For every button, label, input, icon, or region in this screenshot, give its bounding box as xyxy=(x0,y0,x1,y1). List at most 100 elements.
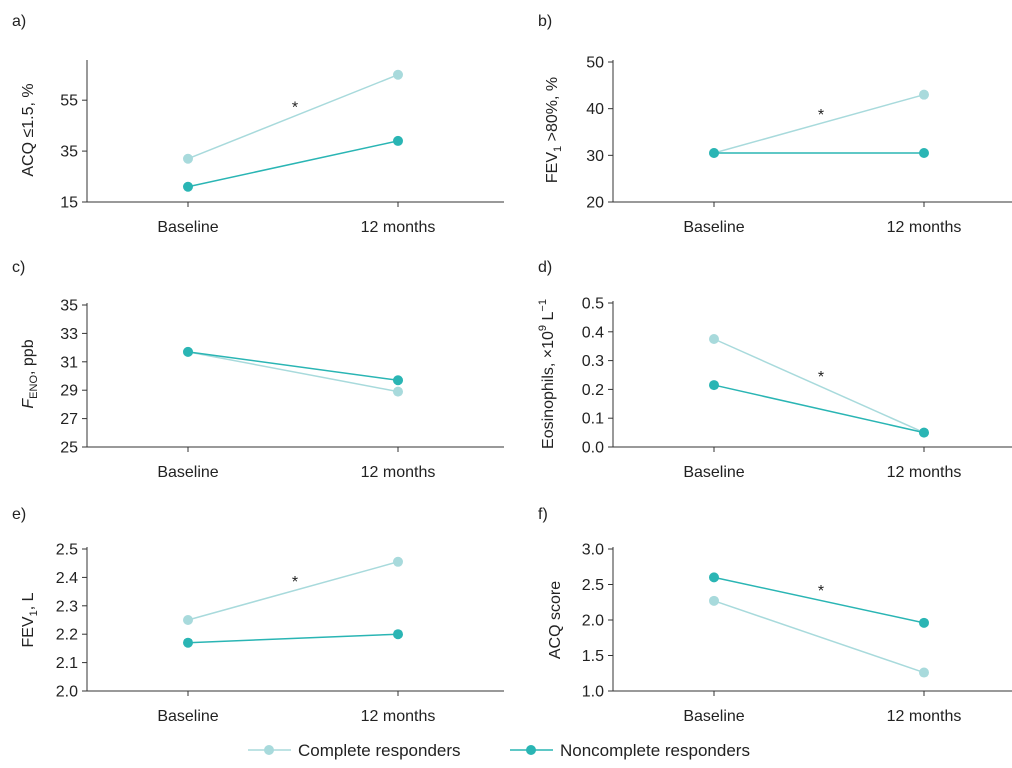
panel-e: 2.0 2.1 2.2 2.3 2.4 2.5 Baseline 12 months * xyxy=(56,542,504,725)
panel-c-ylabel: FENO, ppb xyxy=(20,339,40,408)
panel-c-y-tick-label: 27 xyxy=(60,411,78,428)
panel-e-significance-marker: * xyxy=(292,574,298,591)
panel-a-x-tick-label: 12 months xyxy=(361,219,436,236)
panel-d-significance-marker: * xyxy=(818,369,824,386)
panel-c-letter: c) xyxy=(12,259,25,276)
panel-b-x-tick-label: Baseline xyxy=(683,219,744,236)
panel-b-x-tick-label: 12 months xyxy=(887,219,962,236)
legend-marker-complete xyxy=(264,745,274,755)
panel-d-y-tick-label: 0.2 xyxy=(582,382,604,399)
panel-d-x-tick-label: Baseline xyxy=(683,464,744,481)
panel-d-line-noncomplete xyxy=(713,384,925,434)
panel-f-x-tick-label: 12 months xyxy=(887,708,962,725)
panel-f-y-tick-label: 2.5 xyxy=(582,577,604,594)
panel-f-point-noncomplete xyxy=(919,617,929,628)
panel-c-y-tick-label: 31 xyxy=(60,354,78,371)
panel-b-ylabel: FEV1 >80%, % xyxy=(544,77,564,183)
plot-area: 15 35 55 Baseline 12 months * 20 30 40 50 Baseline… xyxy=(56,55,1012,725)
panel-f-line-complete xyxy=(713,600,925,674)
panel-b-y-tick-label: 30 xyxy=(586,148,604,165)
panel-b-line-complete xyxy=(713,93,925,154)
panel-c-line-complete xyxy=(187,351,399,393)
panel-d-y-tick-label: 0.0 xyxy=(582,440,604,457)
panel-e-line-complete xyxy=(187,561,399,621)
panel-e-y-tick-label: 2.4 xyxy=(56,570,78,587)
panel-e-y-tick-label: 2.1 xyxy=(56,655,78,672)
panel-f-line-noncomplete xyxy=(713,576,925,624)
panel-f-y-tick-label: 1.0 xyxy=(582,684,604,701)
panel-c-y-tick-label: 25 xyxy=(60,440,78,457)
legend-label-noncomplete: Noncomplete responders xyxy=(560,741,750,760)
panel-a-ylabel: ACQ ≤1.5, % xyxy=(20,83,37,176)
panel-f: 1.0 1.5 2.0 2.5 3.0 Baseline 12 months * xyxy=(582,542,1012,725)
panel-c-x-tick-label: Baseline xyxy=(157,464,218,481)
panel-b-y-tick-label: 50 xyxy=(586,55,604,72)
panel-d-y-tick-label: 0.4 xyxy=(582,324,604,341)
panel-f-y-tick-label: 2.0 xyxy=(582,613,604,630)
panel-a-point-complete xyxy=(393,69,403,80)
panel-b-y-tick-label: 40 xyxy=(586,101,604,118)
panel-f-point-complete xyxy=(919,667,929,678)
legend-marker-noncomplete xyxy=(526,745,536,755)
panel-a-line-noncomplete xyxy=(187,140,399,188)
panel-b-point-complete xyxy=(919,89,929,100)
panel-a: 15 35 55 Baseline 12 months * xyxy=(60,60,504,236)
panel-a-y-tick-label: 35 xyxy=(60,144,78,161)
panel-a-x-tick-label: Baseline xyxy=(157,219,218,236)
panel-a-letter: a) xyxy=(12,13,26,30)
panel-e-y-tick-label: 2.0 xyxy=(56,684,78,701)
panel-a-line-complete xyxy=(187,74,399,160)
panel-d-x-tick-label: 12 months xyxy=(887,464,962,481)
panel-e-y-tick-label: 2.2 xyxy=(56,627,78,644)
panel-c-y-tick-label: 29 xyxy=(60,383,78,400)
panel-c-y-tick-label: 35 xyxy=(60,298,78,315)
panel-a-point-complete xyxy=(183,153,193,164)
panel-d-y-tick-label: 0.5 xyxy=(582,296,604,313)
panel-c-y-tick-label: 33 xyxy=(60,326,78,343)
panel-c-point-noncomplete xyxy=(183,346,193,357)
panel-d-y-tick-label: 0.3 xyxy=(582,353,604,370)
panel-f-x-tick-label: Baseline xyxy=(683,708,744,725)
panel-e-y-tick-label: 2.5 xyxy=(56,542,78,559)
panel-e-letter: e) xyxy=(12,506,26,523)
panel-f-point-noncomplete xyxy=(709,572,719,583)
panel-e-line-noncomplete xyxy=(187,633,399,644)
panel-c-point-noncomplete xyxy=(393,375,403,386)
panel-f-ylabel: ACQ score xyxy=(547,581,564,659)
panel-c-line-noncomplete xyxy=(187,351,399,382)
panel-e-point-complete xyxy=(393,556,403,567)
panel-f-letter: f) xyxy=(538,506,548,523)
panel-e-x-tick-label: Baseline xyxy=(157,708,218,725)
panel-d-line-complete xyxy=(713,338,925,434)
panel-b-point-noncomplete xyxy=(709,148,719,158)
panel-c-point-complete xyxy=(393,386,403,397)
panel-e-point-noncomplete xyxy=(393,629,403,640)
panel-a-significance-marker: * xyxy=(292,100,298,117)
panel-f-y-tick-label: 3.0 xyxy=(582,542,604,559)
legend-label-complete: Complete responders xyxy=(298,741,461,760)
panel-b: 20 30 40 50 Baseline 12 months * xyxy=(586,55,1012,236)
panel-b-y-tick-label: 20 xyxy=(586,195,604,212)
panel-b-letter: b) xyxy=(538,13,552,30)
panel-a-y-tick-label: 55 xyxy=(60,93,78,110)
panel-d-point-noncomplete xyxy=(709,380,719,391)
panel-a-point-noncomplete xyxy=(393,135,403,146)
panel-c-x-tick-label: 12 months xyxy=(361,464,436,481)
panel-f-y-tick-label: 1.5 xyxy=(582,648,604,665)
panel-e-x-tick-label: 12 months xyxy=(361,708,436,725)
panel-d-y-tick-label: 0.1 xyxy=(582,411,604,428)
panel-e-ylabel: FEV1, L xyxy=(20,592,40,647)
panel-e-point-complete xyxy=(183,615,193,625)
panel-d: 0.0 0.1 0.2 0.3 0.4 0.5 Baseline 12 months * xyxy=(582,296,1012,481)
legend: Complete responders Noncomplete responde… xyxy=(248,741,750,760)
panel-d-point-complete xyxy=(709,334,719,344)
panel-d-letter: d) xyxy=(538,259,552,276)
panel-f-significance-marker: * xyxy=(818,583,824,600)
panel-c: 25 27 29 31 33 35 Baseline 12 months xyxy=(60,298,504,481)
panel-b-significance-marker: * xyxy=(818,107,824,124)
panel-d-ylabel: Eosinophils, ×109 L−1 xyxy=(537,299,557,449)
panel-b-point-noncomplete xyxy=(919,148,929,158)
panel-d-point-noncomplete xyxy=(919,427,929,438)
panel-e-point-noncomplete xyxy=(183,637,193,648)
